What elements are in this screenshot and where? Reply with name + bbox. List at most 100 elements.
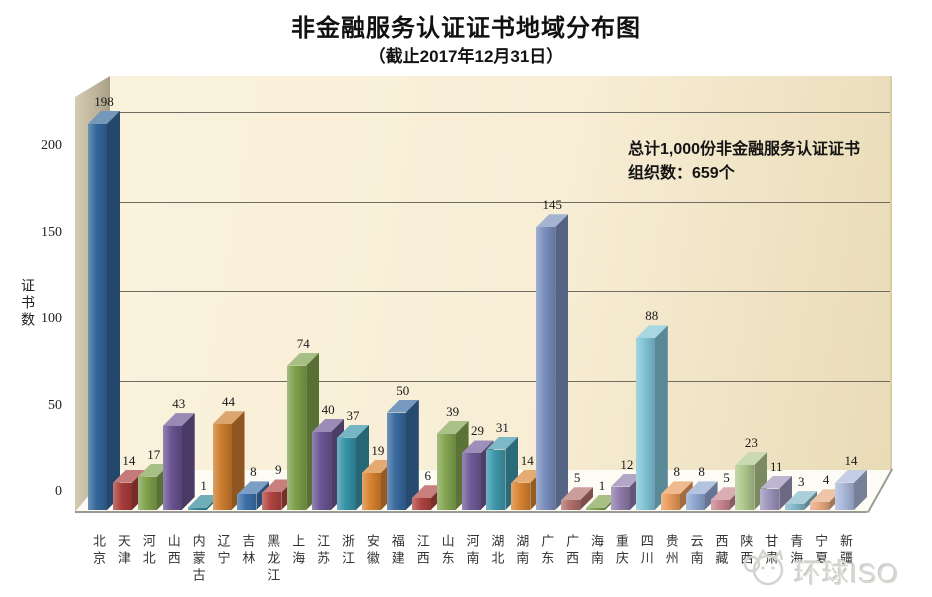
bar-value-label: 88: [645, 308, 659, 324]
bar-value-label: 1: [598, 478, 606, 493]
x-axis-label: 黑龙江: [265, 534, 281, 585]
watermark-text: 环球ISO: [794, 559, 900, 589]
x-axis-label: 贵州: [663, 534, 679, 568]
bar: [386, 399, 419, 510]
bar-front-face: [785, 504, 805, 510]
gridline: [110, 291, 890, 293]
bar-value-label: 44: [222, 394, 235, 410]
bar-value-label: 8: [698, 464, 705, 480]
bar-value-label: 11: [770, 458, 783, 474]
x-axis-label: 天津: [115, 534, 131, 568]
bar-side-face: [654, 325, 668, 510]
bar: [735, 452, 768, 510]
bar-value-label: 31: [495, 419, 509, 435]
bar-front-face: [162, 426, 182, 510]
bar-front-face: [635, 338, 655, 510]
bar-front-face: [760, 488, 780, 510]
bar-value-label: 3: [797, 474, 805, 490]
bar-front-face: [112, 482, 132, 510]
bar-side-face: [107, 110, 120, 510]
x-axis-label: 上海: [290, 534, 306, 568]
bar-value-label: 17: [147, 446, 161, 462]
bar-value-label: 145: [542, 197, 562, 213]
bar-front-face: [610, 486, 630, 510]
x-axis-label: 吉林: [240, 534, 256, 568]
bar-value-label: 40: [321, 402, 335, 417]
x-axis-label: 四川: [638, 534, 654, 568]
x-axis-label: 北京: [91, 534, 106, 568]
bar-front-face: [710, 500, 730, 510]
bar-front-face: [586, 508, 605, 510]
x-axis-label: 云南: [688, 534, 704, 568]
x-axis-label: 青海: [788, 534, 804, 568]
x-axis-label: 宁夏: [813, 534, 829, 568]
bar: [635, 325, 668, 510]
page-title: 非金融服务认证证书地域分布图: [291, 15, 641, 42]
bar-value-label: 4: [822, 472, 830, 488]
watermark: 环球ISO: [742, 544, 927, 592]
x-axis-label: 河南: [464, 534, 480, 568]
bar-value-label: 29: [471, 423, 484, 439]
bar: [212, 411, 245, 510]
y-axis-tick-label: 200: [41, 138, 62, 153]
watermark-mascot-logo-icon: [743, 548, 784, 586]
bar-value-label: 198: [94, 93, 114, 109]
bar: [162, 413, 195, 510]
x-axis-label: 湖北: [489, 534, 505, 568]
bar-front-face: [486, 449, 506, 510]
bar-side-face: [555, 214, 569, 510]
bar-value-label: 39: [446, 403, 460, 419]
bar-front-face: [88, 123, 107, 510]
bar-value-label: 74: [296, 335, 310, 351]
chart-back-wall: [110, 76, 892, 470]
x-axis-label: 广西: [564, 534, 580, 568]
x-axis-label: 甘肃: [763, 534, 779, 568]
bar-front-face: [212, 424, 232, 510]
bar-value-label: 14: [844, 452, 858, 468]
x-axis-label: 湖南: [514, 534, 530, 568]
x-axis-label: 重庆: [613, 534, 629, 568]
y-axis-tick-label: 0: [55, 484, 62, 499]
bar-front-face: [361, 472, 381, 510]
page-subtitle: （截止2017年12月31日）: [368, 47, 564, 66]
bar-front-face: [561, 500, 581, 510]
x-axis-label: 江苏: [315, 534, 331, 568]
bar-value-label: 6: [424, 468, 431, 484]
bar-value-label: 8: [673, 464, 680, 480]
bar-value-label: 23: [744, 435, 758, 451]
bar-side-face: [231, 411, 245, 510]
x-axis-label: 辽宁: [215, 534, 231, 568]
bar-front-face: [536, 227, 556, 510]
bar-side-face: [405, 399, 419, 510]
gridline: [110, 380, 890, 382]
bar-front-face: [287, 365, 307, 510]
bar-front-face: [262, 492, 282, 510]
chart-annotation: 总计1,000份非金融服务认证证书 组织数：659个: [628, 138, 908, 186]
gridline: [110, 201, 890, 203]
floor-front-edge: [75, 511, 867, 513]
x-axis-label: 河北: [140, 534, 156, 568]
bar-value-label: 43: [172, 396, 186, 412]
bar-front-face: [386, 412, 406, 510]
bar-value-label: 8: [250, 464, 257, 480]
bar-front-face: [436, 433, 456, 510]
bar-value-label: 14: [122, 452, 136, 468]
annotation-total-line: 总计1,000份非金融服务认证证书: [628, 141, 861, 158]
bar-front-face: [312, 432, 332, 510]
annotation-orgs-line: 组织数：659个: [628, 165, 735, 182]
bar-front-face: [187, 508, 207, 510]
bar-front-face: [660, 494, 680, 510]
bar-front-face: [835, 482, 854, 510]
y-axis-tick-label: 150: [41, 224, 62, 240]
bar: [536, 214, 569, 510]
bar-value-label: 1: [200, 478, 207, 493]
bar-side-face: [854, 469, 867, 510]
x-axis-label: 浙江: [340, 534, 355, 568]
gridline: [110, 112, 890, 114]
y-axis-tick-label: 100: [41, 311, 62, 326]
x-axis-label: 江西: [414, 534, 430, 568]
bar-front-face: [685, 494, 705, 510]
x-axis-label: 西藏: [713, 534, 729, 568]
x-axis-label: 安徽: [364, 534, 380, 568]
